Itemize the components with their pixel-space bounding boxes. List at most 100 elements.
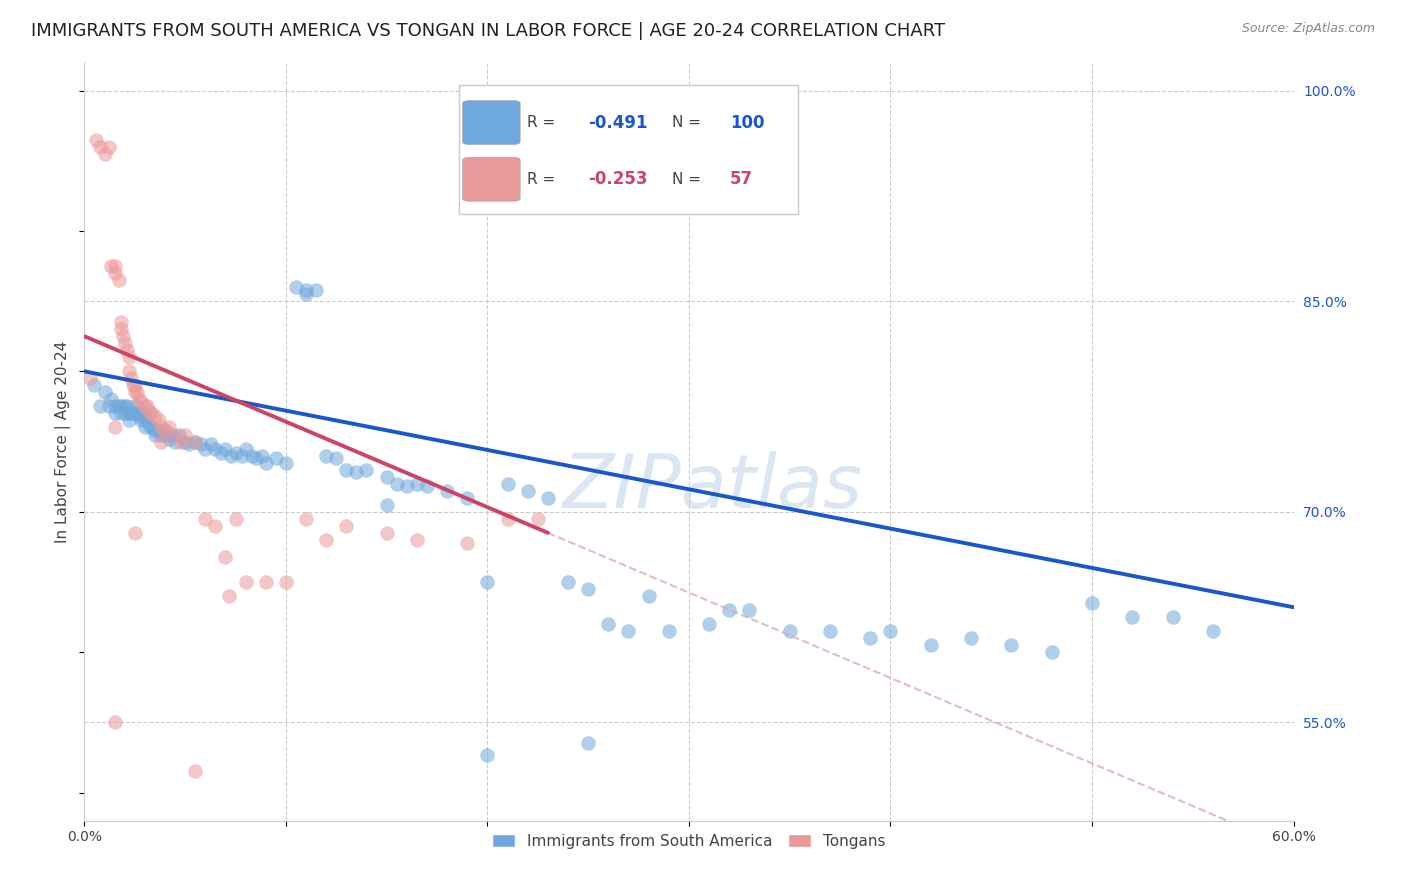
Point bbox=[285, 280, 308, 294]
Point bbox=[124, 378, 146, 392]
Point bbox=[576, 582, 599, 596]
Point bbox=[496, 476, 519, 491]
Point bbox=[118, 364, 141, 378]
Point bbox=[335, 518, 357, 533]
Point bbox=[149, 420, 172, 434]
Point bbox=[128, 392, 150, 407]
Point bbox=[89, 139, 111, 153]
Point bbox=[148, 423, 170, 437]
Point bbox=[879, 624, 901, 639]
Point bbox=[779, 624, 801, 639]
Point bbox=[134, 400, 156, 414]
Point bbox=[83, 378, 105, 392]
Point bbox=[240, 449, 263, 463]
Point bbox=[143, 423, 166, 437]
Point bbox=[527, 512, 550, 526]
Point bbox=[111, 329, 134, 343]
Point bbox=[295, 512, 318, 526]
Point bbox=[274, 456, 297, 470]
Point bbox=[225, 512, 247, 526]
Point bbox=[160, 427, 183, 442]
Point bbox=[157, 420, 180, 434]
Text: IMMIGRANTS FROM SOUTH AMERICA VS TONGAN IN LABOR FORCE | AGE 20-24 CORRELATION C: IMMIGRANTS FROM SOUTH AMERICA VS TONGAN … bbox=[31, 22, 945, 40]
Point bbox=[254, 574, 277, 589]
Point bbox=[79, 371, 101, 385]
Point bbox=[118, 407, 141, 421]
Point bbox=[148, 413, 170, 427]
Point bbox=[118, 413, 141, 427]
Point bbox=[576, 736, 599, 750]
Point bbox=[153, 423, 176, 437]
Point bbox=[149, 427, 172, 442]
Point bbox=[406, 533, 429, 547]
Point bbox=[1161, 610, 1184, 624]
Point bbox=[165, 427, 187, 442]
Point bbox=[200, 437, 222, 451]
Point bbox=[738, 603, 761, 617]
Point bbox=[97, 400, 120, 414]
Point bbox=[138, 403, 160, 417]
Point bbox=[295, 287, 318, 301]
Point bbox=[93, 385, 115, 400]
Point bbox=[335, 462, 357, 476]
Point bbox=[274, 574, 297, 589]
Point bbox=[110, 315, 132, 329]
Point bbox=[134, 420, 156, 434]
Point bbox=[375, 498, 398, 512]
Point bbox=[125, 407, 148, 421]
Point bbox=[214, 442, 236, 456]
Point bbox=[204, 518, 226, 533]
Point bbox=[477, 747, 499, 762]
Point bbox=[1000, 638, 1022, 652]
Point bbox=[118, 351, 141, 365]
Point bbox=[138, 417, 160, 432]
Point bbox=[124, 385, 146, 400]
Point bbox=[718, 603, 741, 617]
Point bbox=[190, 437, 212, 451]
Point bbox=[184, 434, 207, 449]
Point bbox=[209, 446, 232, 460]
Point bbox=[231, 449, 253, 463]
Point bbox=[375, 469, 398, 483]
Point bbox=[1121, 610, 1143, 624]
Point bbox=[107, 273, 129, 287]
Point bbox=[86, 133, 108, 147]
Point bbox=[346, 466, 368, 480]
Point bbox=[385, 476, 408, 491]
Point bbox=[225, 446, 247, 460]
Point bbox=[1040, 645, 1063, 659]
Point bbox=[1081, 596, 1104, 610]
Point bbox=[235, 574, 257, 589]
Point bbox=[456, 535, 478, 549]
Point bbox=[315, 533, 337, 547]
Point bbox=[859, 631, 882, 645]
Point bbox=[170, 434, 193, 449]
Point bbox=[235, 442, 257, 456]
Point bbox=[120, 371, 142, 385]
Point bbox=[135, 400, 157, 414]
Point bbox=[104, 400, 127, 414]
Point bbox=[658, 624, 681, 639]
Text: Source: ZipAtlas.com: Source: ZipAtlas.com bbox=[1241, 22, 1375, 36]
Point bbox=[110, 322, 132, 336]
Point bbox=[104, 407, 127, 421]
Point bbox=[104, 715, 127, 730]
Point bbox=[254, 456, 277, 470]
Point bbox=[107, 400, 129, 414]
Point bbox=[920, 638, 942, 652]
Point bbox=[557, 574, 579, 589]
Point bbox=[214, 549, 236, 564]
Point bbox=[115, 343, 138, 358]
Point bbox=[1202, 624, 1225, 639]
Point bbox=[264, 451, 287, 466]
Point bbox=[128, 409, 150, 424]
Point bbox=[100, 259, 122, 273]
Point bbox=[129, 407, 152, 421]
Point bbox=[125, 385, 148, 400]
Point bbox=[325, 451, 347, 466]
Point bbox=[697, 617, 720, 632]
Point bbox=[153, 427, 176, 442]
Point bbox=[184, 764, 207, 779]
Point bbox=[115, 400, 138, 414]
Point bbox=[406, 476, 429, 491]
